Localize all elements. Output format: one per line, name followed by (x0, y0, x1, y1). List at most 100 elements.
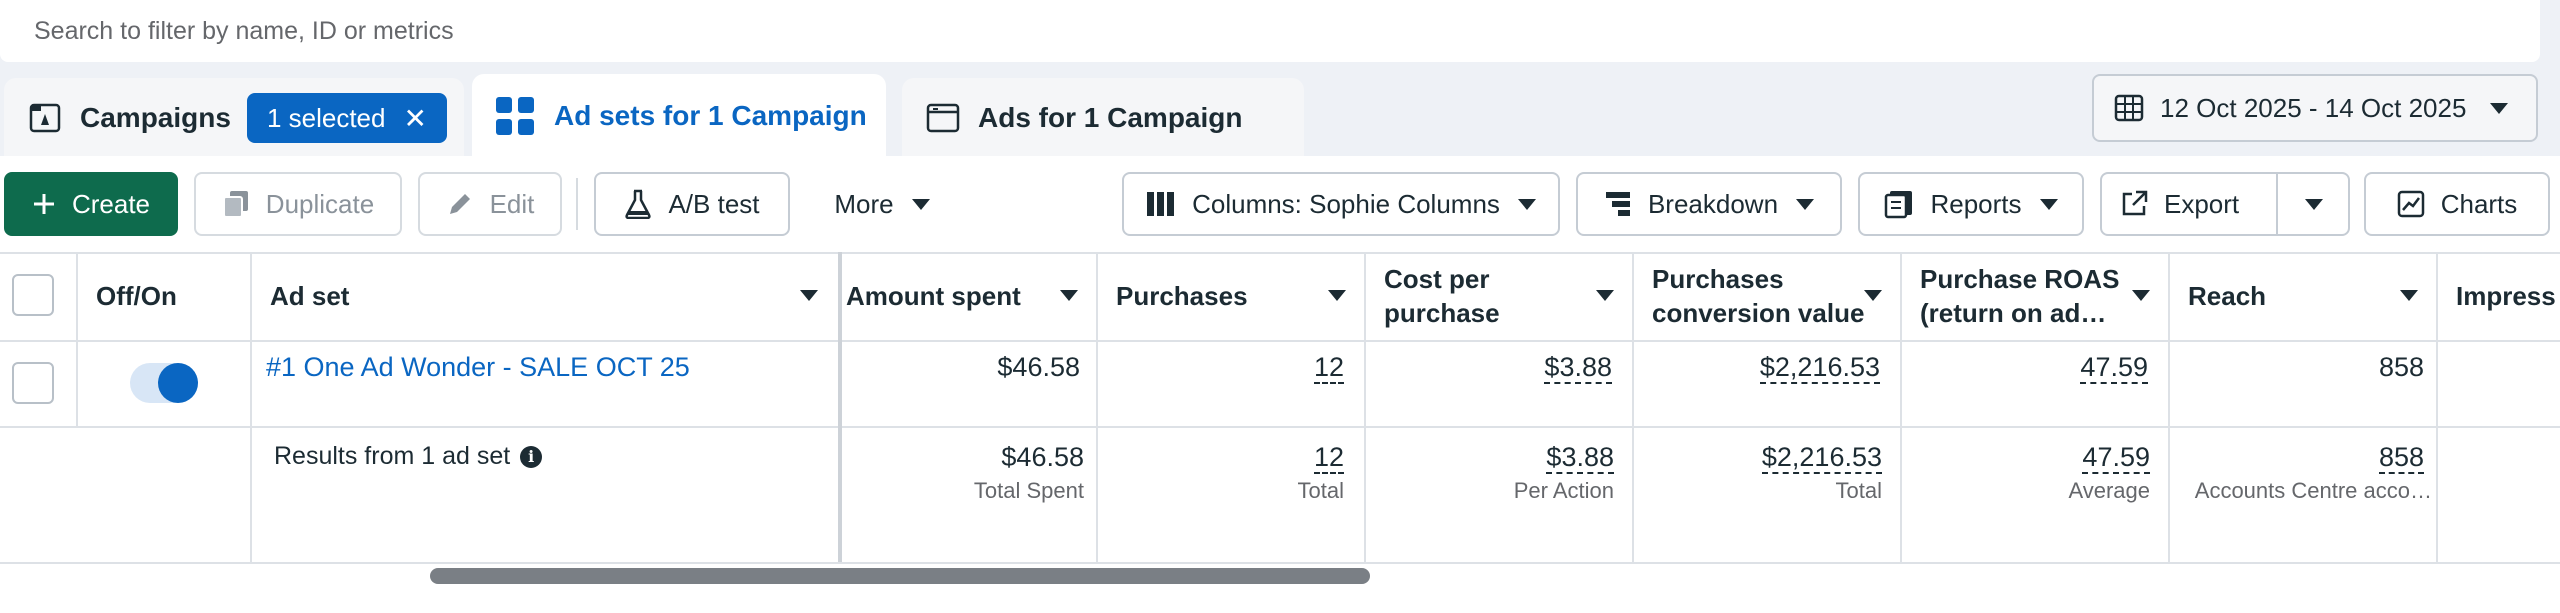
tab-campaigns[interactable]: Campaigns 1 selected ✕ (4, 78, 464, 158)
flask-icon (624, 189, 652, 219)
export-label: Export (2164, 188, 2240, 219)
summary-label-text: Results from 1 ad set (274, 442, 511, 470)
summary-cost-per-purchase-value: $3.88 (1546, 442, 1614, 474)
columns-label: Columns: Sophie Columns (1192, 188, 1500, 219)
columns-button[interactable]: Columns: Sophie Columns (1122, 172, 1560, 236)
breakdown-label: Breakdown (1647, 188, 1779, 219)
header-amount-spent[interactable]: Amount spent (846, 252, 1096, 340)
summary-purchases[interactable]: 12 (1130, 442, 1344, 474)
header-offon[interactable]: Off/On (96, 252, 246, 340)
col-divider (1900, 252, 1902, 562)
header-line: conversion value (1652, 298, 1865, 328)
horizontal-scrollbar[interactable] (430, 568, 1370, 584)
row-roas[interactable]: 47.59 (1934, 352, 2148, 384)
chevron-down-icon (1596, 290, 1614, 301)
row-cost-per-purchase[interactable]: $3.88 (1398, 352, 1612, 384)
tab-ads[interactable]: Ads for 1 Campaign (902, 78, 1304, 158)
tab-ads-label: Ads for 1 Campaign (978, 102, 1243, 133)
tab-campaigns-label: Campaigns (80, 102, 231, 133)
header-line: Purchases (1652, 264, 1784, 294)
adset-toggle[interactable] (130, 363, 198, 403)
row-purchases-value: 12 (1313, 352, 1344, 384)
row-reach-value: 858 (2378, 352, 2424, 382)
header-impressions[interactable]: Impress (2456, 252, 2560, 340)
header-roas-label: Purchase ROAS (return on ad… (1920, 262, 2119, 330)
breakdown-icon (1604, 190, 1632, 218)
chevron-down-icon (1060, 290, 1078, 301)
adsets-table: Off/On Ad set Amount spent Purchases Cos… (0, 252, 2560, 613)
tab-adsets[interactable]: Ad sets for 1 Campaign (472, 74, 886, 158)
select-all-checkbox[interactable] (12, 274, 54, 316)
header-line: Purchase ROAS (1920, 264, 2120, 294)
ab-test-label: A/B test (668, 188, 760, 219)
close-icon[interactable]: ✕ (403, 102, 427, 134)
chevron-down-icon (1328, 290, 1346, 301)
export-dropdown-button[interactable] (2280, 172, 2348, 236)
summary-reach[interactable]: 858 (2190, 442, 2424, 474)
chevron-down-icon (2490, 102, 2509, 114)
create-button[interactable]: Create (4, 172, 178, 236)
col-divider (1364, 252, 1366, 562)
summary-conversion-value[interactable]: $2,216.53 (1666, 442, 1882, 474)
row-roas-value: 47.59 (2080, 352, 2148, 384)
chevron-down-icon (2400, 290, 2418, 301)
ab-test-button[interactable]: A/B test (594, 172, 790, 236)
summary-amount-spent-value: $46.58 (1001, 442, 1084, 472)
col-divider (2168, 252, 2170, 562)
edit-label: Edit (489, 188, 535, 219)
header-adset[interactable]: Ad set (270, 252, 836, 340)
header-divider (0, 340, 2560, 342)
plus-icon (32, 192, 56, 216)
adset-name-link[interactable]: #1 One Ad Wonder - SALE OCT 25 (266, 352, 690, 382)
search-input[interactable]: Search to filter by name, ID or metrics (0, 0, 2540, 62)
header-reach[interactable]: Reach (2188, 252, 2436, 340)
header-offon-label: Off/On (96, 281, 177, 311)
toolbar-divider (576, 178, 578, 230)
header-cost-per-purchase[interactable]: Cost per purchase (1384, 252, 1632, 340)
reports-icon (1884, 189, 1914, 219)
calendar-table-icon (2114, 93, 2144, 123)
summary-conversion-value-sub: Total (1835, 478, 1882, 503)
export-button[interactable]: Export (2100, 172, 2350, 236)
row-purchases[interactable]: 12 (1130, 352, 1344, 384)
chevron-down-icon (1864, 290, 1882, 301)
summary-divider (0, 562, 2560, 564)
row-checkbox[interactable] (12, 362, 54, 404)
row-conversion-value-value: $2,216.53 (1759, 352, 1880, 384)
more-button[interactable]: More (808, 172, 956, 236)
duplicate-button[interactable]: Duplicate (194, 172, 402, 236)
header-cost-per-purchase-label: Cost per purchase (1384, 262, 1500, 330)
export-icon (2120, 190, 2148, 218)
info-icon[interactable]: i (520, 445, 543, 468)
chevron-down-icon (2305, 198, 2323, 210)
chevron-down-icon (2039, 198, 2058, 210)
header-purchases[interactable]: Purchases (1116, 252, 1364, 340)
frozen-col-divider (838, 252, 842, 562)
campaign-flag-icon (28, 101, 62, 135)
selected-badge[interactable]: 1 selected ✕ (246, 93, 447, 143)
columns-icon (1146, 191, 1176, 217)
chart-icon (2397, 190, 2425, 218)
header-reach-label: Reach (2188, 281, 2267, 311)
chevron-down-icon (800, 290, 818, 301)
summary-label: Results from 1 ad set i (274, 442, 543, 471)
header-conversion-value-label: Purchases conversion value (1652, 262, 1864, 330)
summary-cost-per-purchase-sub: Per Action (1513, 478, 1614, 503)
row-conversion-value[interactable]: $2,216.53 (1666, 352, 1880, 384)
breakdown-button[interactable]: Breakdown (1576, 172, 1842, 236)
toolbar: Create Duplicate Edit A/B test More Colu… (0, 156, 2560, 252)
duplicate-label: Duplicate (265, 188, 375, 219)
header-conversion-value[interactable]: Purchases conversion value (1652, 252, 1900, 340)
header-impressions-label: Impress (2456, 281, 2556, 311)
row-divider (0, 426, 2560, 428)
summary-cost-per-purchase[interactable]: $3.88 (1398, 442, 1614, 474)
reports-button[interactable]: Reports (1858, 172, 2084, 236)
header-roas[interactable]: Purchase ROAS (return on ad… (1920, 252, 2168, 340)
table-border (0, 252, 2560, 254)
date-range-picker[interactable]: 12 Oct 2025 - 14 Oct 2025 (2092, 74, 2538, 142)
chevron-down-icon (1796, 198, 1815, 210)
charts-button[interactable]: Charts (2364, 172, 2550, 236)
summary-roas[interactable]: 47.59 (1934, 442, 2150, 474)
edit-button[interactable]: Edit (418, 172, 562, 236)
header-line: purchase (1384, 298, 1500, 328)
